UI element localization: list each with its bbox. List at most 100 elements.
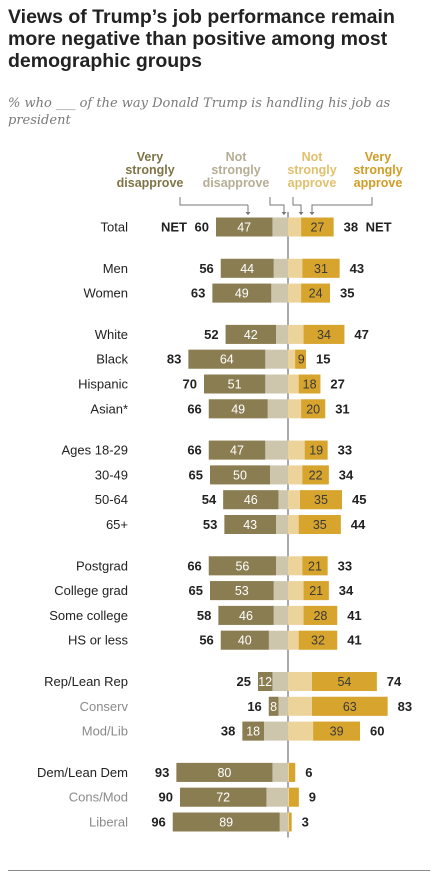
label-very-strongly-approve-white: 34: [317, 328, 331, 342]
label-net-disapprove-hispanic: 70: [183, 377, 197, 392]
bar-very-strongly-approve-50-64: [300, 490, 342, 510]
label-net-disapprove-postgrad: 66: [187, 558, 201, 573]
label-very-strongly-disapprove-50-64: 46: [244, 493, 258, 507]
bar-very-strongly-approve-dem-lean-dem: [289, 762, 296, 782]
bar-very-strongly-approve-college-grad: [303, 581, 329, 601]
bar-very-strongly-disapprove-30-49: [210, 465, 270, 485]
label-net-disapprove-liberal: 96: [151, 815, 165, 830]
label-very-strongly-disapprove-30-49: 50: [233, 468, 247, 482]
bar-very-strongly-disapprove-postgrad: [208, 556, 276, 576]
label-net-approve-rep-lean-rep: 74: [387, 674, 402, 689]
label-net-disapprove-college-grad: 65: [189, 583, 203, 598]
label-net-approve-college-grad: 34: [339, 583, 354, 598]
bar-very-strongly-approve-white: [303, 324, 345, 344]
label-net-approve-30-49: 34: [339, 467, 354, 482]
header-not-strongly-disapprove-line-3: disapprove: [203, 176, 270, 190]
header-not-strongly-disapprove-line-1: Not: [226, 150, 248, 164]
bar-very-strongly-disapprove-total: [216, 217, 273, 237]
label-net-approve-total: 38: [344, 220, 358, 235]
bar-very-strongly-disapprove-hs-or-less: [220, 630, 269, 650]
bar-very-strongly-disapprove-college-grad: [210, 581, 274, 601]
header-arrow-4: [309, 212, 315, 215]
label-net-disapprove-ages-18-29: 66: [187, 443, 201, 458]
bar-very-strongly-approve-rep-lean-rep: [312, 672, 377, 691]
bar-very-strongly-approve-ages-18-29: [304, 440, 328, 460]
label-net-disapprove-mod-lib: 38: [221, 724, 235, 739]
label-very-strongly-disapprove-rep-lean-rep: 12: [258, 675, 272, 689]
label-very-strongly-approve-hs-or-less: 32: [311, 634, 325, 648]
header-bracket-not-disapprove: [269, 197, 285, 215]
row-label-white: White: [95, 327, 128, 342]
label-very-strongly-disapprove-hs-or-less: 40: [238, 634, 252, 648]
label-net-disapprove-conserv: 16: [247, 699, 261, 714]
bar-very-strongly-approve-mod-lib: [313, 721, 360, 741]
bar-very-strongly-approve-hispanic: [298, 374, 321, 394]
label-net-approve-65: 44: [351, 517, 366, 532]
label-net-disapprove-dem-lean-dem: 93: [155, 765, 169, 780]
header-very-strongly-disapprove-line-2: strongly: [125, 163, 174, 177]
label-very-strongly-approve-total: 27: [310, 221, 324, 235]
label-very-strongly-approve-ages-18-29: 19: [309, 444, 323, 458]
bar-very-strongly-approve-black: [295, 349, 306, 369]
label-very-strongly-disapprove-asian: 49: [231, 402, 245, 416]
bar-very-strongly-disapprove-conserv: [268, 696, 279, 716]
label-very-strongly-approve-65: 35: [313, 518, 327, 532]
label-very-strongly-disapprove-women: 49: [235, 287, 249, 301]
bar-very-strongly-approve-men: [302, 258, 340, 278]
label-net-approve-asian: 31: [335, 401, 349, 416]
bar-very-strongly-disapprove-rep-lean-rep: [258, 672, 273, 691]
label-net-approve-men: 43: [350, 261, 364, 276]
bar-very-strongly-approve-65: [298, 515, 341, 534]
row-label-mod-lib: Mod/Lib: [82, 724, 128, 739]
bar-very-strongly-disapprove-mod-lib: [242, 721, 264, 741]
label-net-approve-black: 15: [316, 352, 330, 367]
row-label-hs-or-less: HS or less: [68, 633, 128, 648]
row-label-65: 65+: [106, 517, 128, 532]
label-very-strongly-approve-postgrad: 21: [308, 559, 322, 573]
label-very-strongly-disapprove-college-grad: 53: [235, 584, 249, 598]
header-not-strongly-approve-line-1: Not: [302, 150, 324, 164]
label-net-disapprove-30-49: 65: [189, 467, 203, 482]
label-net-approve-ages-18-29: 33: [338, 443, 352, 458]
header-very-strongly-approve-line-2: strongly: [353, 163, 402, 177]
label-net-approve-dem-lean-dem: 6: [305, 765, 312, 780]
label-net-disapprove-65: 53: [203, 517, 217, 532]
label-net-approve-mod-lib: 60: [370, 724, 384, 739]
row-label-postgrad: Postgrad: [76, 558, 128, 573]
bar-very-strongly-disapprove-liberal: [172, 812, 280, 832]
label-very-strongly-approve-30-49: 22: [309, 468, 323, 482]
header-very-strongly-disapprove-line-1: Very: [137, 150, 163, 164]
chart-title: Views of Trump’s job performance remain …: [8, 6, 395, 72]
bar-very-strongly-disapprove-white: [225, 324, 276, 344]
label-very-strongly-disapprove-white: 42: [244, 328, 258, 342]
label-very-strongly-approve-men: 31: [314, 262, 328, 276]
label-very-strongly-disapprove-men: 44: [240, 262, 254, 276]
bar-very-strongly-approve-30-49: [302, 465, 329, 485]
label-net-approve-hs-or-less: 41: [347, 633, 361, 648]
bar-very-strongly-disapprove-some-college: [218, 605, 274, 625]
bar-very-strongly-disapprove-50-64: [223, 490, 279, 510]
label-very-strongly-approve-women: 24: [309, 287, 323, 301]
label-net-approve-liberal: 3: [302, 815, 309, 830]
header-arrow-2: [281, 212, 287, 215]
label-very-strongly-disapprove-postgrad: 56: [235, 559, 249, 573]
header-not-strongly-approve-line-3: approve: [288, 176, 337, 190]
header-bracket-very-disapprove: [179, 197, 248, 206]
row-label-men: Men: [103, 261, 128, 276]
bar-very-strongly-approve-cons-mod: [289, 787, 299, 807]
row-label-black: Black: [96, 352, 128, 367]
bar-very-strongly-approve-liberal: [289, 812, 292, 832]
bar-very-strongly-disapprove-men: [220, 258, 274, 278]
bar-very-strongly-disapprove-hispanic: [204, 374, 266, 394]
header-very-strongly-approve-line-1: Very: [365, 150, 391, 164]
label-very-strongly-approve-hispanic: 18: [303, 378, 317, 392]
label-net-disapprove-men: 56: [199, 261, 213, 276]
label-net-disapprove-cons-mod: 90: [159, 790, 173, 805]
label-net-approve-hispanic: 27: [330, 377, 344, 392]
bar-very-strongly-approve-asian: [301, 399, 326, 419]
row-label-women: Women: [83, 286, 128, 301]
bar-very-strongly-approve-some-college: [303, 605, 338, 625]
row-label-college-grad: College grad: [54, 583, 128, 598]
label-net-disapprove-white: 52: [204, 327, 218, 342]
